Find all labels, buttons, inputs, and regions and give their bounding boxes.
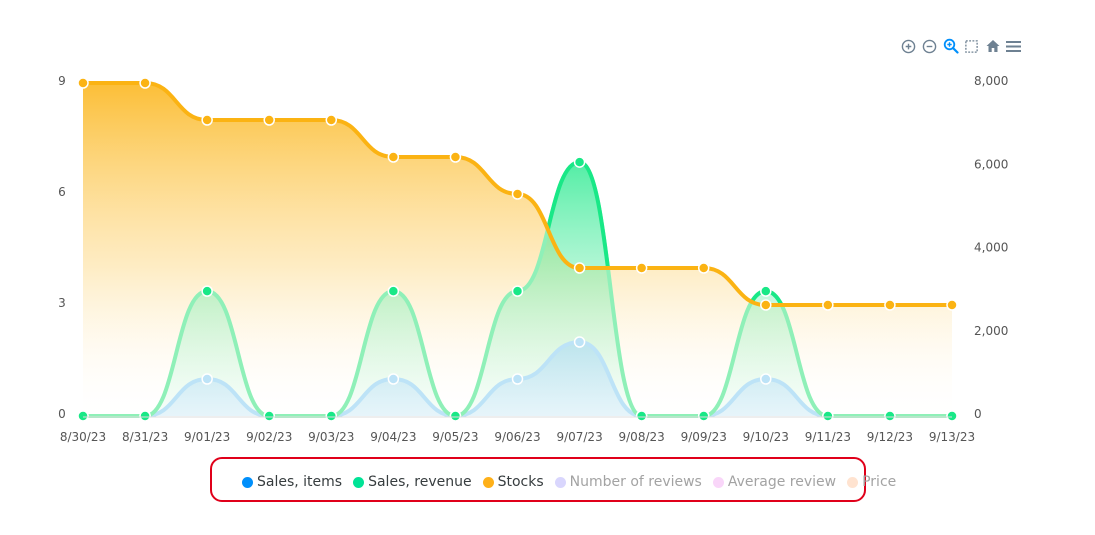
marker-sales-revenue-11[interactable] (760, 285, 772, 297)
marker-sales-items-5[interactable] (387, 373, 400, 385)
legend-label: Sales, items (257, 474, 343, 490)
zoom-selection-icon[interactable] (942, 38, 959, 55)
zoom-out-icon[interactable] (921, 38, 938, 55)
x-tick-label: 9/01/23 (184, 430, 230, 444)
legend-item-number-of-reviews[interactable]: Number of reviews (554, 474, 702, 490)
marker-sales-revenue-2[interactable] (201, 285, 213, 297)
y-right-tick-label: 8,000 (974, 74, 1008, 88)
legend-item-price[interactable]: Price (847, 474, 896, 490)
marker-sales-revenue-3[interactable] (263, 410, 275, 422)
marker-stocks-0[interactable] (77, 77, 89, 89)
legend-marker (847, 476, 859, 488)
legend-marker (712, 476, 724, 488)
marker-sales-revenue-0[interactable] (77, 410, 89, 422)
x-tick-label: 9/13/23 (929, 430, 975, 444)
chart-legend: Sales, items Sales, revenue Stocks Numbe… (242, 474, 907, 490)
marker-stocks-10[interactable] (697, 262, 710, 274)
marker-stocks-13[interactable] (884, 299, 896, 311)
legend-marker (482, 476, 494, 488)
marker-stocks-7[interactable] (511, 188, 524, 200)
y-left-tick-label: 0 (58, 407, 66, 421)
marker-sales-items-7[interactable] (511, 373, 524, 385)
legend-item-stocks[interactable]: Stocks (482, 474, 544, 490)
x-tick-label: 9/03/23 (308, 430, 354, 444)
legend-item-sales-items[interactable]: Sales, items (242, 474, 342, 490)
axes: 8/30/23 8/31/23 9/01/23 9/02/23 9/03/23 9/04/… (58, 74, 1008, 444)
marker-sales-revenue-8[interactable] (573, 156, 586, 168)
chart-toolbar (900, 36, 1022, 56)
marker-sales-items-2[interactable] (201, 373, 213, 385)
marker-stocks-4[interactable] (325, 114, 338, 126)
legend-marker (353, 476, 365, 488)
legend-marker (554, 476, 566, 488)
marker-sales-revenue-9[interactable] (635, 410, 648, 422)
marker-sales-revenue-6[interactable] (449, 410, 462, 422)
marker-stocks-5[interactable] (387, 151, 400, 163)
marker-stocks-14[interactable] (946, 299, 958, 311)
x-tick-label: 9/06/23 (494, 430, 540, 444)
marker-sales-revenue-14[interactable] (946, 410, 958, 422)
x-tick-label: 9/11/23 (805, 430, 851, 444)
x-tick-label: 9/10/23 (743, 430, 789, 444)
y-right-tick-label: 4,000 (974, 241, 1008, 255)
menu-icon[interactable] (1005, 38, 1022, 55)
y-left-tick-label: 9 (58, 74, 66, 88)
x-tick-label: 9/12/23 (867, 430, 913, 444)
x-tick-label: 9/05/23 (432, 430, 478, 444)
marker-sales-revenue-4[interactable] (325, 410, 338, 422)
marker-sales-items-8[interactable] (573, 336, 586, 348)
marker-stocks-3[interactable] (263, 114, 275, 126)
pan-selection-icon[interactable] (963, 38, 980, 55)
legend-marker (242, 476, 253, 488)
reset-home-icon[interactable] (984, 38, 1001, 55)
legend-label: Sales, revenue (368, 474, 472, 490)
x-tick-label: 9/08/23 (619, 430, 665, 444)
marker-sales-revenue-10[interactable] (697, 410, 710, 422)
marker-sales-revenue-1[interactable] (139, 410, 151, 422)
x-tick-label: 9/02/23 (246, 430, 292, 444)
y-right-tick-label: 6,000 (974, 157, 1008, 171)
area-sales-revenue (83, 162, 952, 416)
marker-sales-revenue-5[interactable] (387, 285, 400, 297)
y-right-tick-label: 0 (974, 407, 982, 421)
legend-label: Stocks (497, 474, 544, 490)
legend-label: Average review (727, 474, 837, 490)
x-tick-label: 9/09/23 (681, 430, 727, 444)
marker-stocks-8[interactable] (573, 262, 586, 274)
marker-stocks-11[interactable] (760, 299, 772, 311)
x-tick-label: 9/07/23 (556, 430, 602, 444)
x-tick-label: 9/04/23 (370, 430, 416, 444)
series-areas (83, 83, 952, 416)
marker-stocks-9[interactable] (635, 262, 648, 274)
marker-stocks-12[interactable] (822, 299, 834, 311)
marker-stocks-2[interactable] (201, 114, 213, 126)
legend-label: Price (862, 474, 897, 490)
zoom-in-icon[interactable] (900, 38, 917, 55)
marker-sales-revenue-12[interactable] (822, 410, 834, 422)
series-markers (77, 77, 958, 422)
x-tick-label: 8/31/23 (122, 430, 168, 444)
y-left-tick-label: 3 (58, 296, 66, 310)
marker-sales-revenue-13[interactable] (884, 410, 896, 422)
x-tick-label: 8/30/23 (60, 430, 106, 444)
y-right-tick-label: 2,000 (974, 324, 1008, 338)
marker-sales-items-11[interactable] (760, 373, 772, 385)
legend-label: Number of reviews (569, 474, 702, 490)
y-left-tick-label: 6 (58, 185, 66, 199)
marker-stocks-6[interactable] (449, 151, 462, 163)
legend-item-sales-revenue[interactable]: Sales, revenue (353, 474, 472, 490)
marker-sales-revenue-7[interactable] (511, 285, 524, 297)
marker-stocks-1[interactable] (139, 77, 151, 89)
legend-highlight-box (210, 457, 866, 502)
legend-item-average-review[interactable]: Average review (712, 474, 837, 490)
area-stocks (83, 83, 952, 416)
